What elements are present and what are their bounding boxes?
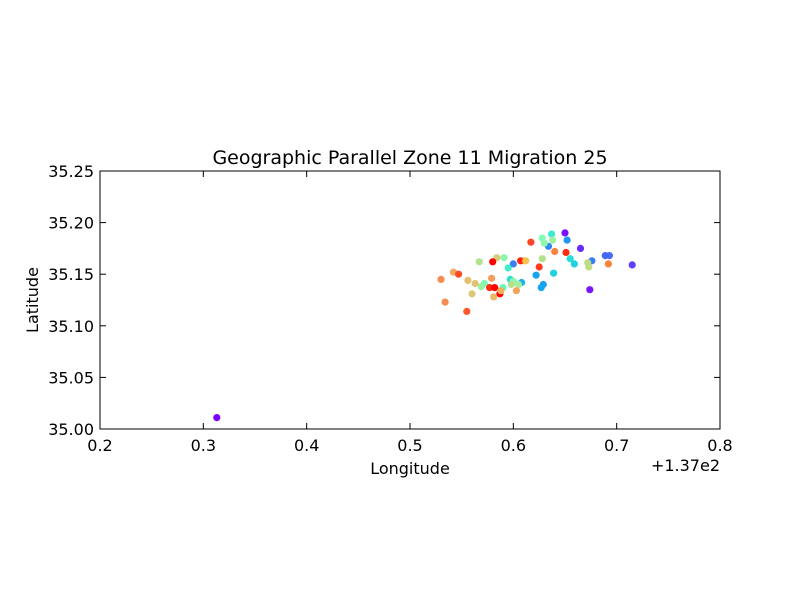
data-point	[475, 258, 483, 266]
data-point	[549, 236, 557, 244]
y-tick-label: 35.10	[48, 317, 94, 336]
data-point	[488, 274, 496, 282]
data-point	[490, 293, 498, 301]
data-point	[509, 260, 517, 268]
data-point	[628, 261, 636, 269]
x-axis-label: Longitude	[370, 459, 450, 478]
data-point	[566, 255, 574, 263]
chart-title: Geographic Parallel Zone 11 Migration 25	[212, 147, 607, 169]
data-point	[441, 298, 449, 306]
x-tick-label: 0.7	[604, 436, 629, 455]
data-point	[514, 280, 523, 289]
data-point	[550, 269, 558, 277]
data-point	[563, 236, 571, 244]
points-layer	[213, 229, 636, 422]
y-tick-label: 35.25	[48, 162, 94, 181]
data-point	[517, 257, 525, 265]
y-tick-label: 35.15	[48, 265, 94, 284]
data-point	[486, 284, 494, 292]
data-point	[213, 414, 221, 422]
x-tick-label: 0.6	[501, 436, 526, 455]
data-point	[437, 275, 445, 283]
data-point	[489, 258, 497, 266]
y-tick-label: 35.00	[48, 420, 94, 439]
data-point	[463, 307, 471, 315]
x-axis-offset-label: +1.37e2	[651, 456, 720, 475]
data-point	[507, 280, 515, 289]
data-point	[527, 238, 535, 246]
data-point	[504, 264, 512, 272]
y-tick-label: 35.05	[48, 368, 94, 387]
data-point	[537, 284, 545, 292]
data-point	[584, 259, 592, 267]
y-axis-label: Latitude	[23, 267, 42, 333]
data-point	[535, 263, 543, 271]
data-point	[570, 260, 578, 268]
data-point	[538, 255, 546, 263]
x-tick-label: 0.8	[707, 436, 732, 455]
data-point	[497, 287, 505, 295]
x-tick-label: 0.3	[191, 436, 216, 455]
x-tick-label: 0.5	[397, 436, 422, 455]
plot-frame	[99, 170, 721, 430]
data-point	[477, 283, 485, 291]
data-point	[601, 252, 609, 260]
data-point	[491, 284, 499, 292]
data-point	[576, 244, 585, 252]
data-point	[548, 230, 556, 238]
data-point	[551, 247, 559, 256]
ticks-layer: 0.2 0.3 0.4 0.5 0.6 0.7 0.8 35.00 35.05 35.10 35.1…	[48, 162, 733, 455]
y-tick-label: 35.20	[48, 214, 94, 233]
data-point	[455, 270, 463, 278]
data-point	[500, 254, 508, 262]
data-point	[586, 286, 594, 294]
data-point	[512, 287, 521, 295]
data-point	[604, 260, 613, 268]
data-point	[561, 229, 569, 237]
x-tick-label: 0.2	[87, 436, 112, 455]
data-point	[464, 276, 472, 284]
data-point	[562, 248, 570, 257]
data-point	[540, 239, 548, 247]
data-point	[532, 271, 540, 279]
data-point	[522, 257, 530, 265]
x-tick-label: 0.4	[294, 436, 319, 455]
data-point	[471, 279, 479, 288]
data-point	[468, 290, 476, 298]
